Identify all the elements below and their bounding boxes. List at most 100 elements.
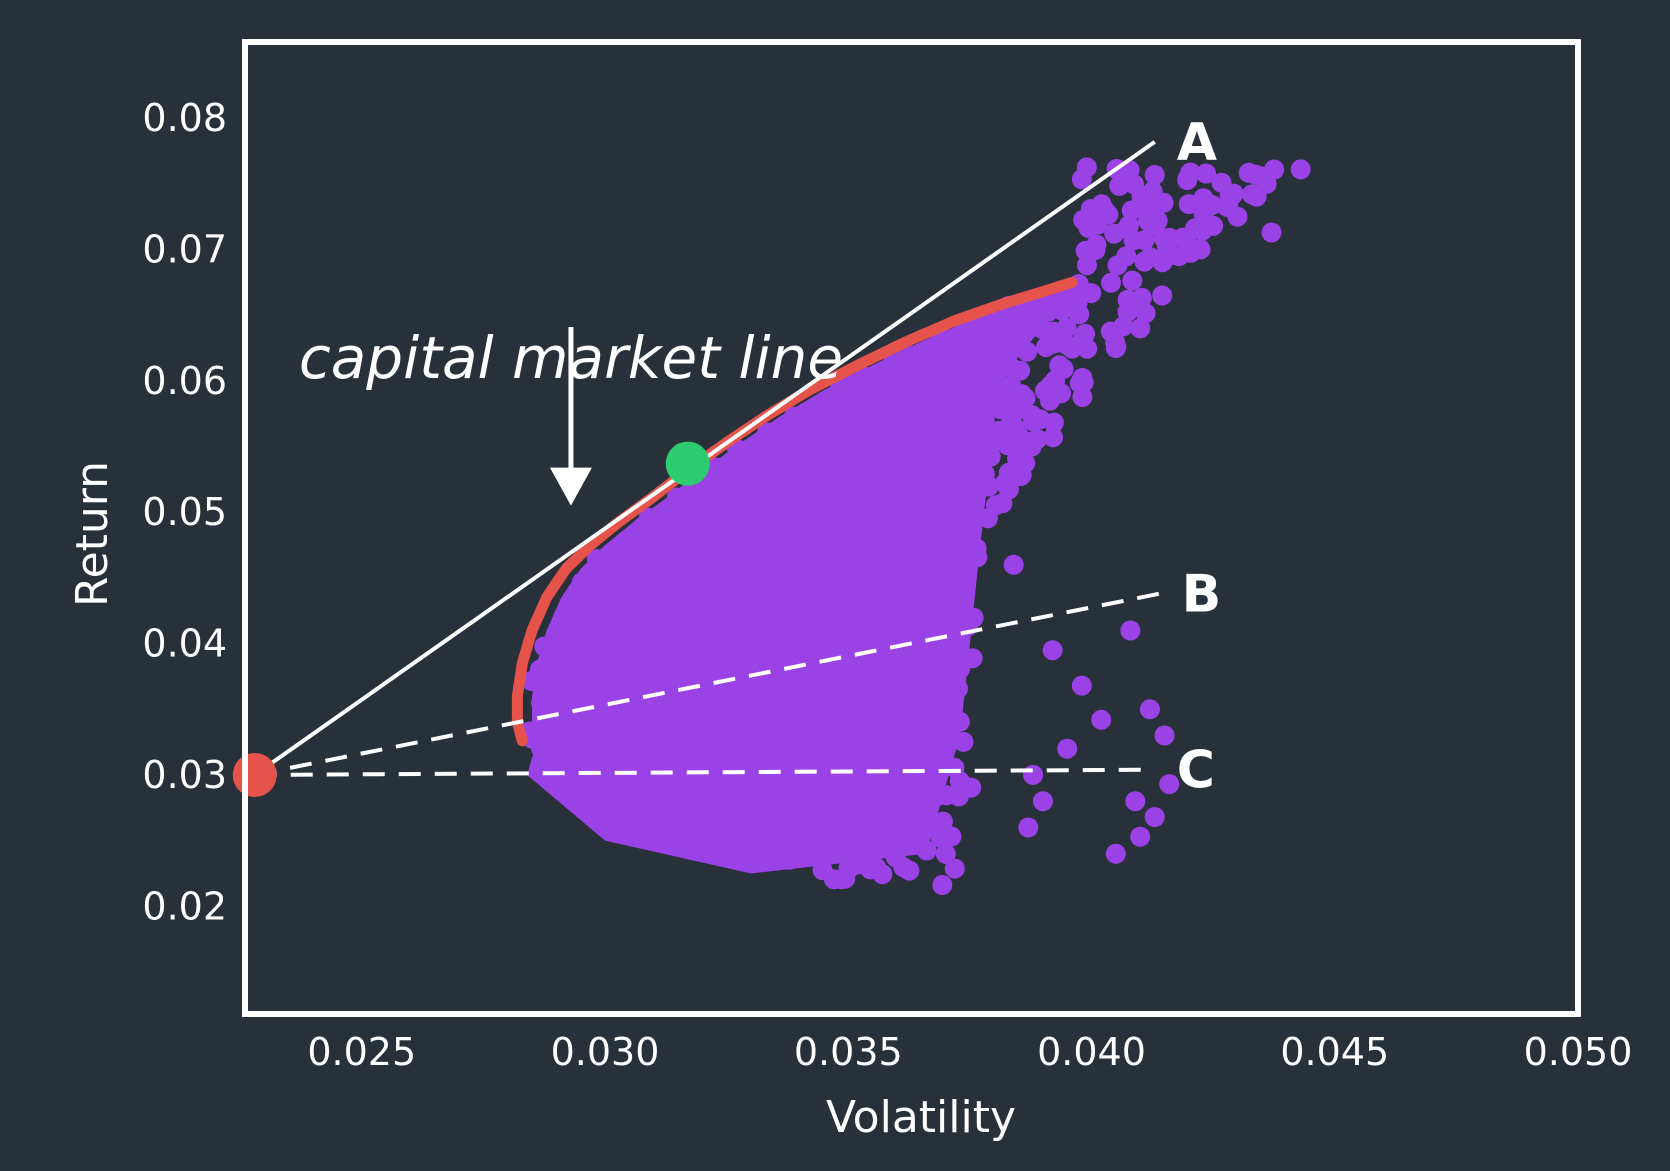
scatter-point <box>1021 436 1042 457</box>
annotation-arrow <box>549 327 592 506</box>
scatter-point <box>1075 240 1096 261</box>
scatter-point <box>1290 159 1311 180</box>
scatter-point <box>1056 317 1077 338</box>
x-tick-label: 0.040 <box>1037 1030 1146 1074</box>
scatter-point <box>893 857 914 878</box>
scatter-point <box>1196 163 1216 184</box>
scatter-point <box>932 875 953 895</box>
scatter-point <box>1153 228 1174 249</box>
x-tick-label: 0.030 <box>551 1030 660 1074</box>
scatter-point <box>823 869 844 890</box>
scatter-point <box>1091 709 1112 730</box>
scatter-point <box>1053 358 1074 379</box>
line-c <box>254 767 1155 777</box>
scatter-point <box>1072 387 1093 407</box>
x-tick-label: 0.035 <box>794 1030 903 1074</box>
y-tick-label: 0.02 <box>142 884 227 928</box>
scatter-point <box>1256 173 1277 194</box>
scatter-point <box>1180 162 1201 183</box>
y-tick-label: 0.05 <box>142 490 227 534</box>
scatter-point <box>1057 738 1078 759</box>
scatter-point <box>1116 246 1137 267</box>
scatter-point <box>1140 247 1161 268</box>
scatter-point <box>1152 285 1173 306</box>
scatter-point <box>1023 764 1044 785</box>
scatter-point <box>1018 817 1039 838</box>
scatter-point <box>1124 174 1144 195</box>
annotation-arrow-head <box>549 467 592 506</box>
scatter-point <box>1021 405 1042 426</box>
scatter-point <box>1062 338 1083 359</box>
x-tick-label: 0.025 <box>307 1030 416 1074</box>
scatter-point <box>1100 321 1121 342</box>
scatter-point <box>1221 186 1242 207</box>
scatter-point <box>1153 192 1174 213</box>
scatter-point <box>1007 419 1028 440</box>
scatter-point <box>1082 206 1103 226</box>
scatter-point <box>1076 157 1097 178</box>
line-label-c: C <box>1177 741 1215 801</box>
scatter-point <box>998 462 1019 483</box>
scatter-point <box>1120 620 1141 641</box>
scatter-point <box>1015 388 1036 409</box>
scatter-point <box>930 827 951 848</box>
scatter-point <box>1130 318 1151 339</box>
scatter-point <box>1081 283 1102 304</box>
risk-free-point <box>232 752 277 797</box>
scatter-point <box>1043 427 1063 448</box>
scatter-point <box>1043 412 1064 433</box>
scatter-point <box>1130 826 1151 847</box>
scatter-point <box>1032 791 1053 812</box>
line-label-a: A <box>1177 113 1217 173</box>
scatter-point <box>1242 184 1262 205</box>
y-tick-label: 0.08 <box>142 96 227 140</box>
scatter-point <box>1010 360 1031 381</box>
scatter-point <box>1072 368 1093 388</box>
scatter-point <box>1144 807 1165 827</box>
line-label-b: B <box>1182 565 1222 625</box>
tangency-point <box>665 441 710 486</box>
scatter-point <box>1105 338 1126 358</box>
scatter-layer <box>519 157 1311 895</box>
scatter-point <box>984 423 1005 444</box>
scatter-point <box>944 858 965 879</box>
scatter-point <box>1003 403 1023 424</box>
scatter-point <box>992 493 1013 514</box>
scatter-cloud <box>527 282 1087 874</box>
y-ticks: 0.02 0.03 0.04 0.05 0.06 0.07 0.08 <box>142 96 227 928</box>
x-ticks: 0.025 0.030 0.035 0.040 0.045 0.050 <box>307 1030 1632 1074</box>
scatter-point <box>935 843 956 864</box>
scatter-point <box>1125 791 1146 812</box>
y-tick-label: 0.06 <box>142 359 227 403</box>
scatter-point <box>1116 218 1137 239</box>
scatter-point <box>1139 699 1160 720</box>
scatter-point <box>1154 725 1175 746</box>
scatter-point <box>1261 222 1282 243</box>
scatter-point <box>1071 675 1092 696</box>
scatter-point <box>1127 291 1148 312</box>
scatter-point <box>1203 215 1224 236</box>
scatter-point <box>1105 843 1126 864</box>
x-tick-label: 0.050 <box>1524 1030 1633 1074</box>
y-tick-label: 0.07 <box>142 228 227 272</box>
scatter-point <box>1109 175 1130 196</box>
y-axis-title: Return <box>67 461 118 607</box>
plot-frame <box>242 39 1581 1017</box>
scatter-point <box>997 435 1018 456</box>
line-b <box>254 591 1161 777</box>
scatter-point <box>1178 194 1199 215</box>
scatter-point <box>1122 270 1143 291</box>
scatter-point <box>1042 640 1063 661</box>
scatter-point <box>1227 206 1248 227</box>
scatter-point <box>1144 165 1165 185</box>
x-tick-label: 0.045 <box>1280 1030 1389 1074</box>
scatter-point <box>1044 333 1065 354</box>
y-tick-label: 0.03 <box>142 753 227 797</box>
scatter-point <box>1169 246 1190 267</box>
x-axis-title: Volatility <box>826 1092 1016 1143</box>
scatter-point <box>1138 193 1159 214</box>
scatter-point <box>1077 255 1097 276</box>
scatter-point <box>1121 200 1142 221</box>
